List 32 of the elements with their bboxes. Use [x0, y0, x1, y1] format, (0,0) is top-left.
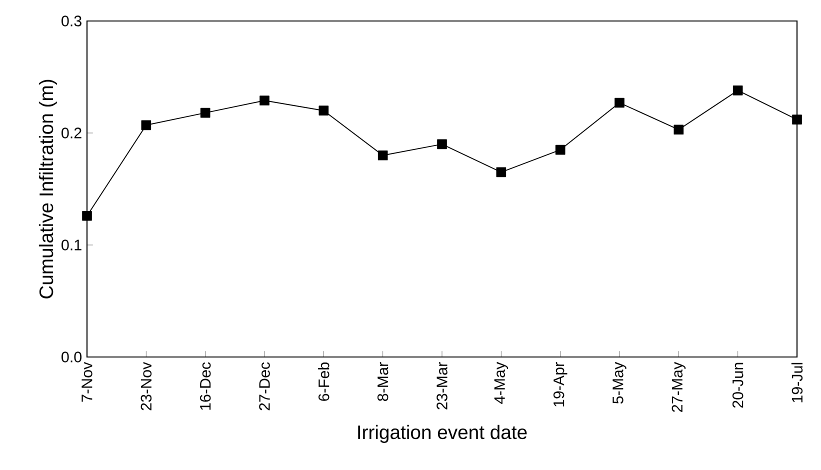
x-tick-label: 27-May	[672, 362, 686, 412]
point	[141, 120, 152, 130]
point	[555, 144, 566, 155]
x-tick-label: 19-Apr	[553, 362, 568, 406]
x-tick-label: 7-Nov	[82, 362, 92, 402]
point	[260, 96, 270, 106]
y-tick-label: 0.2	[62, 128, 82, 138]
point	[496, 167, 506, 178]
x-tick-label: 8-Mar	[377, 362, 388, 401]
x-tick-label: 16-Dec	[200, 362, 211, 410]
point	[792, 114, 802, 124]
point	[732, 86, 743, 96]
y-tick-label: 0.3	[62, 16, 82, 26]
point	[200, 108, 210, 118]
y-tick-label: 0.0	[62, 352, 82, 362]
point	[82, 210, 92, 221]
point	[437, 139, 447, 150]
x-tick-label: 6-Feb	[318, 362, 330, 401]
x-tick-label: 5-May	[612, 362, 626, 404]
x-tick-label: 4-May	[494, 362, 508, 404]
point	[614, 98, 624, 108]
point	[318, 106, 329, 116]
y-tick-label: 0.1	[62, 240, 82, 250]
x-tick-label: 27-Dec	[259, 362, 270, 410]
x-tick-label: 20-Jun	[732, 362, 744, 408]
point	[378, 150, 388, 160]
x-tick-label: 23-Nov	[140, 362, 152, 410]
y-axis-title: Cumulative Infiltration (m)	[38, 80, 57, 298]
x-tick-label: 23-Mar	[436, 362, 448, 410]
x-axis-title: Irrigation event date	[358, 424, 527, 443]
x-tick-label: 19-Jul	[791, 362, 803, 402]
point	[674, 124, 684, 135]
